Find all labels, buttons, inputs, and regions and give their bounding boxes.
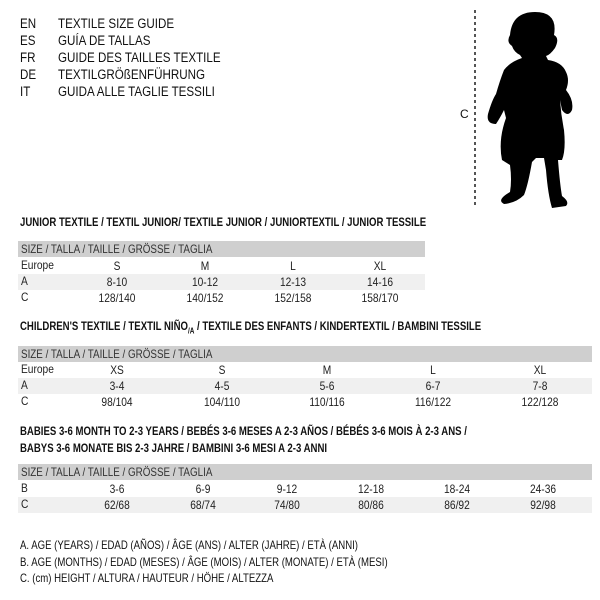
row-label: Europe [21, 362, 54, 376]
row-label: C [21, 290, 29, 304]
table-cell: 86/92 [444, 498, 470, 512]
table-cell: 152/158 [274, 291, 312, 305]
children-title: CHILDREN'S TEXTILE / TEXTIL NIÑO/A / TEX… [20, 319, 482, 336]
junior-size-header: SIZE / TALLA / TAILLE / GRÖSSE / TAGLIA [18, 241, 425, 257]
size-header-label: SIZE / TALLA / TAILLE / GRÖSSE / TAGLIA [21, 465, 213, 479]
table-cell: 6-7 [425, 379, 441, 393]
table-cell: 24-36 [529, 482, 557, 496]
table-cell: XS [110, 363, 124, 377]
language-title: TEXTILGRÖßENFÜHRUNG [58, 67, 206, 82]
children-size-header: SIZE / TALLA / TAILLE / GRÖSSE / TAGLIA [18, 346, 592, 362]
table-cell: 128/140 [98, 291, 136, 305]
row-label: B [21, 481, 28, 495]
table-row: C 62/68 68/74 74/80 80/86 86/92 92/98 [18, 497, 592, 513]
table-cell: 80/86 [358, 498, 384, 512]
table-cell: 5-6 [319, 379, 335, 393]
language-code: EN [20, 16, 37, 31]
table-cell: 12-18 [357, 482, 385, 496]
table-cell: 62/68 [104, 498, 130, 512]
babies-title-line2: BABYS 3-6 MONATE BIS 2-3 JAHRE / BAMBINI… [20, 441, 328, 455]
measure-label-c: C [460, 107, 469, 121]
language-code: IT [20, 84, 31, 99]
table-cell: 110/116 [309, 395, 345, 409]
child-silhouette-icon [474, 10, 573, 208]
table-cell: 104/110 [203, 395, 241, 409]
table-cell: XL [373, 259, 387, 273]
junior-title: JUNIOR TEXTILE / TEXTIL JUNIOR/ TEXTILE … [20, 215, 427, 229]
table-row: A 8-10 10-12 12-13 14-16 [18, 274, 425, 290]
language-code: FR [20, 50, 36, 65]
table-cell: 68/74 [190, 498, 216, 512]
table-cell: L [430, 363, 436, 377]
table-cell: 74/80 [274, 498, 300, 512]
babies-title-line1: BABIES 3-6 MONTH TO 2-3 YEARS / BEBÉS 3-… [20, 424, 467, 438]
table-cell: 10-12 [191, 275, 219, 289]
language-title: TEXTILE SIZE GUIDE [58, 16, 175, 31]
table-cell: 122/128 [521, 395, 559, 409]
language-title: GUÍA DE TALLAS [58, 33, 151, 48]
table-cell: 3-6 [109, 482, 125, 496]
row-label: Europe [21, 258, 54, 272]
table-row: Europe S M L XL [18, 258, 425, 274]
table-cell: S [113, 259, 121, 273]
row-label: C [21, 394, 29, 408]
table-cell: 92/98 [530, 498, 556, 512]
row-label: A [21, 378, 28, 392]
table-row: C 98/104 104/110 110/116 116/122 122/128 [18, 394, 592, 410]
table-cell: L [290, 259, 296, 273]
table-cell: S [218, 363, 226, 377]
table-cell: 14-16 [366, 275, 394, 289]
size-header-label: SIZE / TALLA / TAILLE / GRÖSSE / TAGLIA [21, 347, 213, 361]
table-cell: 6-9 [195, 482, 211, 496]
table-cell: 98/104 [101, 395, 133, 409]
table-cell: 158/170 [361, 291, 399, 305]
table-cell: 18-24 [443, 482, 471, 496]
table-cell: 3-4 [109, 379, 125, 393]
legend-c: C. (cm) HEIGHT / ALTURA / HAUTEUR / HÖHE… [20, 571, 274, 585]
language-code: DE [20, 67, 37, 82]
row-label: A [21, 274, 28, 288]
table-row: B 3-6 6-9 9-12 12-18 18-24 24-36 [18, 481, 592, 497]
table-cell: 12-13 [279, 275, 307, 289]
table-cell: M [200, 259, 210, 273]
row-label: C [21, 497, 29, 511]
table-cell: 140/152 [186, 291, 224, 305]
table-cell: 9-12 [276, 482, 298, 496]
table-cell: 116/122 [414, 395, 452, 409]
table-row: C 128/140 140/152 152/158 158/170 [18, 290, 425, 306]
size-header-label: SIZE / TALLA / TAILLE / GRÖSSE / TAGLIA [21, 242, 213, 256]
table-cell: M [322, 363, 332, 377]
table-cell: XL [533, 363, 547, 377]
language-title: GUIDE DES TAILLES TEXTILE [58, 50, 221, 65]
table-row: A 3-4 4-5 5-6 6-7 7-8 [18, 378, 592, 394]
legend-a: A. AGE (YEARS) / EDAD (AÑOS) / ÂGE (ANS)… [20, 538, 359, 552]
legend-b: B. AGE (MONTHS) / EDAD (MESES) / ÂGE (MO… [20, 555, 388, 569]
language-title: GUIDA ALLE TAGLIE TESSILI [58, 84, 215, 99]
babies-size-header: SIZE / TALLA / TAILLE / GRÖSSE / TAGLIA [18, 464, 592, 480]
table-cell: 4-5 [214, 379, 230, 393]
table-cell: 7-8 [532, 379, 548, 393]
language-code: ES [20, 33, 36, 48]
table-cell: 8-10 [106, 275, 128, 289]
table-row: Europe XS S M L XL [18, 362, 592, 378]
